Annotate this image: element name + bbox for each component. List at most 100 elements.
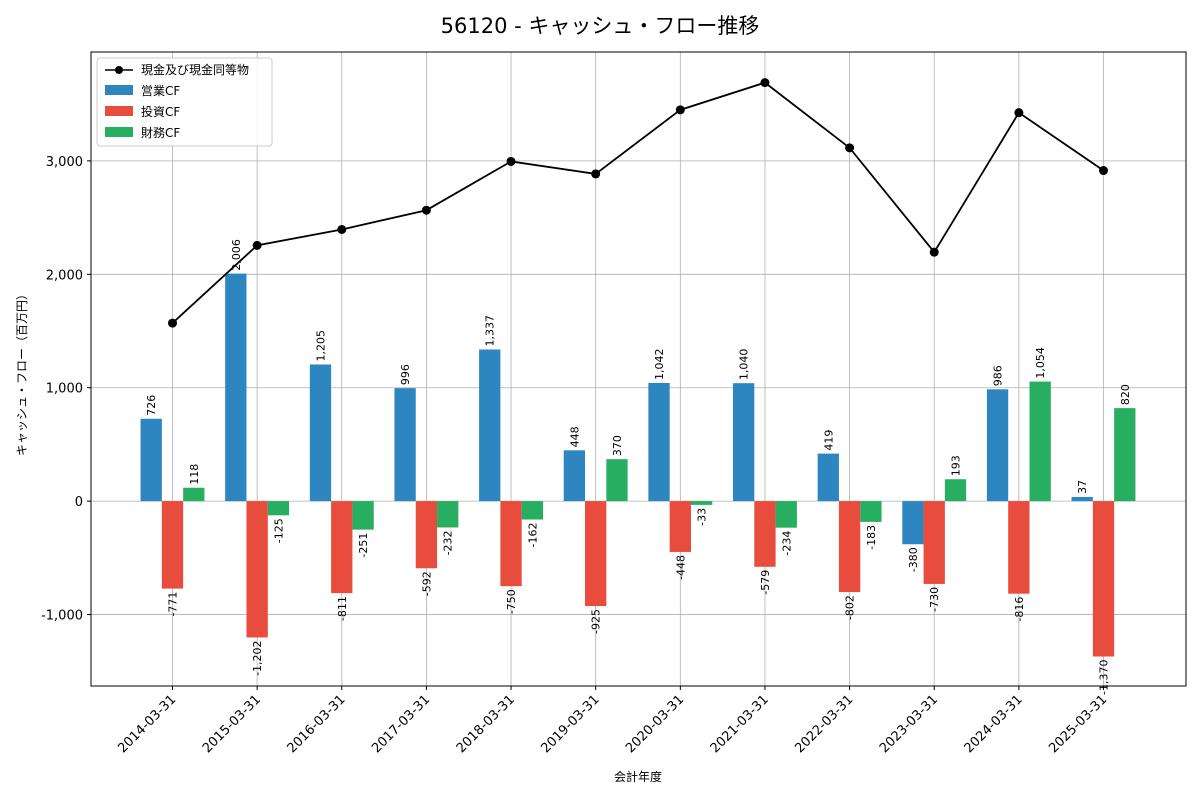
investing-cf-value-label: -925 — [590, 609, 603, 634]
investing-cf-bar — [161, 501, 184, 589]
investing-cf-value-label: -592 — [420, 571, 433, 596]
financing-cf-bar — [183, 487, 205, 502]
financing-cf-value-label: 1,054 — [1034, 347, 1047, 379]
financing-cf-value-label: -162 — [526, 523, 539, 548]
bars-layer — [140, 273, 1136, 657]
y-axis-ticks: -1,000 0 1,000 2,000 3,000 — [41, 155, 91, 624]
x-tick-label: 2024-03-31 — [962, 692, 1026, 756]
investing-cf-value-label: -816 — [1013, 597, 1026, 622]
x-tick-label: 2022-03-31 — [792, 692, 856, 756]
investing-cf-value-label: -579 — [759, 570, 772, 595]
cash-equivalents-point — [845, 143, 855, 153]
x-tick-label: 2018-03-31 — [454, 692, 518, 756]
operating-cf-value-label: 1,205 — [314, 330, 327, 362]
investing-cf-value-label: -771 — [167, 592, 180, 617]
financing-cf-bar — [944, 479, 967, 502]
operating-cf-value-label: 448 — [568, 426, 581, 447]
operating-cf-bar — [309, 364, 332, 502]
investing-cf-bar — [500, 501, 522, 587]
plot-frame — [90, 51, 1187, 687]
investing-cf-value-label: -448 — [674, 555, 687, 580]
y-tick-label: 0 — [75, 495, 83, 510]
legend-swatch-financing — [105, 127, 133, 137]
financing-cf-bar — [267, 501, 290, 516]
operating-cf-bar — [394, 388, 416, 502]
financing-cf-bar — [1114, 408, 1136, 502]
operating-cf-bar — [563, 450, 586, 502]
investing-cf-bar — [415, 501, 438, 569]
operating-cf-bar — [140, 418, 162, 502]
cash-equivalents-line — [171, 81, 1105, 324]
data-labels-layer: 726 2,006 1,205 996 1,337 448 1,042 1,040 419 -38… — [145, 239, 1132, 695]
x-tick-label: 2017-03-31 — [369, 692, 433, 756]
investing-cf-value-label: -750 — [505, 589, 518, 614]
operating-cf-value-label: 726 — [145, 395, 158, 416]
legend-swatch-operating — [105, 85, 133, 95]
financing-cf-value-label: -232 — [442, 530, 455, 555]
legend-marker-swatch — [115, 66, 123, 74]
cash-equivalents-point — [760, 78, 770, 88]
cash-equivalents-point — [1099, 166, 1108, 176]
investing-cf-bar — [838, 501, 861, 593]
x-tick-label: 2023-03-31 — [877, 692, 941, 756]
operating-cf-bar — [479, 349, 501, 502]
x-tick-label: 2014-03-31 — [115, 692, 179, 756]
operating-cf-value-label: 1,042 — [653, 348, 666, 380]
investing-cf-bar — [585, 501, 607, 607]
financing-cf-bar — [860, 501, 882, 522]
operating-cf-bar — [225, 273, 247, 502]
financing-cf-value-label: -234 — [780, 531, 793, 556]
y-tick-label: 3,000 — [46, 155, 83, 170]
operating-cf-value-label: 986 — [992, 365, 1005, 386]
investing-cf-bar — [754, 501, 776, 567]
y-axis-label: キャッシュ・フロー（百万円） — [15, 288, 29, 456]
cash-equivalents-point — [168, 318, 177, 328]
x-axis-label: 会計年度 — [614, 769, 662, 784]
operating-cf-bar — [902, 501, 924, 545]
cash-equivalents-point — [337, 224, 347, 234]
financing-cf-bar — [352, 501, 374, 530]
financing-cf-bar — [606, 459, 628, 502]
investing-cf-bar — [669, 501, 691, 552]
operating-cf-value-label: 419 — [822, 430, 835, 451]
x-tick-label: 2025-03-31 — [1046, 692, 1110, 756]
cash-equivalents-point — [421, 205, 431, 215]
legend-label-financing: 財務CF — [141, 125, 180, 140]
operating-cf-value-label: 37 — [1076, 480, 1089, 494]
financing-cf-value-label: -251 — [357, 533, 370, 558]
cash-equivalents-point — [929, 247, 939, 257]
financing-cf-value-label: -125 — [272, 518, 285, 543]
cash-equivalents-point — [506, 156, 516, 166]
financing-cf-value-label: 820 — [1119, 384, 1132, 405]
operating-cf-value-label: 1,040 — [738, 349, 751, 381]
financing-cf-value-label: -183 — [865, 525, 878, 550]
x-tick-label: 2020-03-31 — [623, 692, 687, 756]
investing-cf-value-label: -811 — [336, 596, 349, 621]
financing-cf-value-label: -33 — [696, 508, 709, 526]
financing-cf-value-label: 370 — [611, 435, 624, 456]
cash-equivalents-point — [1014, 108, 1024, 118]
line-layer — [168, 78, 1108, 328]
operating-cf-bar — [817, 453, 839, 502]
financing-cf-value-label: 193 — [950, 455, 963, 476]
x-tick-label: 2015-03-31 — [200, 692, 264, 756]
x-tick-label: 2016-03-31 — [285, 692, 349, 756]
operating-cf-bar — [733, 383, 755, 502]
legend: 現金及び現金同等物 営業CF 投資CF 財務CF — [96, 57, 273, 147]
operating-cf-bar — [1071, 496, 1093, 502]
financing-cf-bar — [1029, 381, 1051, 502]
chart-title: 56120 - キャッシュ・フロー推移 — [441, 14, 760, 38]
financing-cf-bar — [521, 501, 543, 520]
operating-cf-bar — [986, 389, 1009, 502]
investing-cf-bar — [331, 501, 353, 594]
investing-cf-value-label: -802 — [844, 595, 857, 620]
operating-cf-value-label: 996 — [399, 364, 412, 385]
operating-cf-bar — [648, 382, 670, 502]
y-tick-label: 1,000 — [46, 382, 83, 397]
financing-cf-value-label: 118 — [188, 464, 201, 485]
legend-label-investing: 投資CF — [141, 104, 180, 119]
cash-equivalents-point — [591, 169, 601, 179]
x-tick-label: 2019-03-31 — [538, 692, 602, 756]
